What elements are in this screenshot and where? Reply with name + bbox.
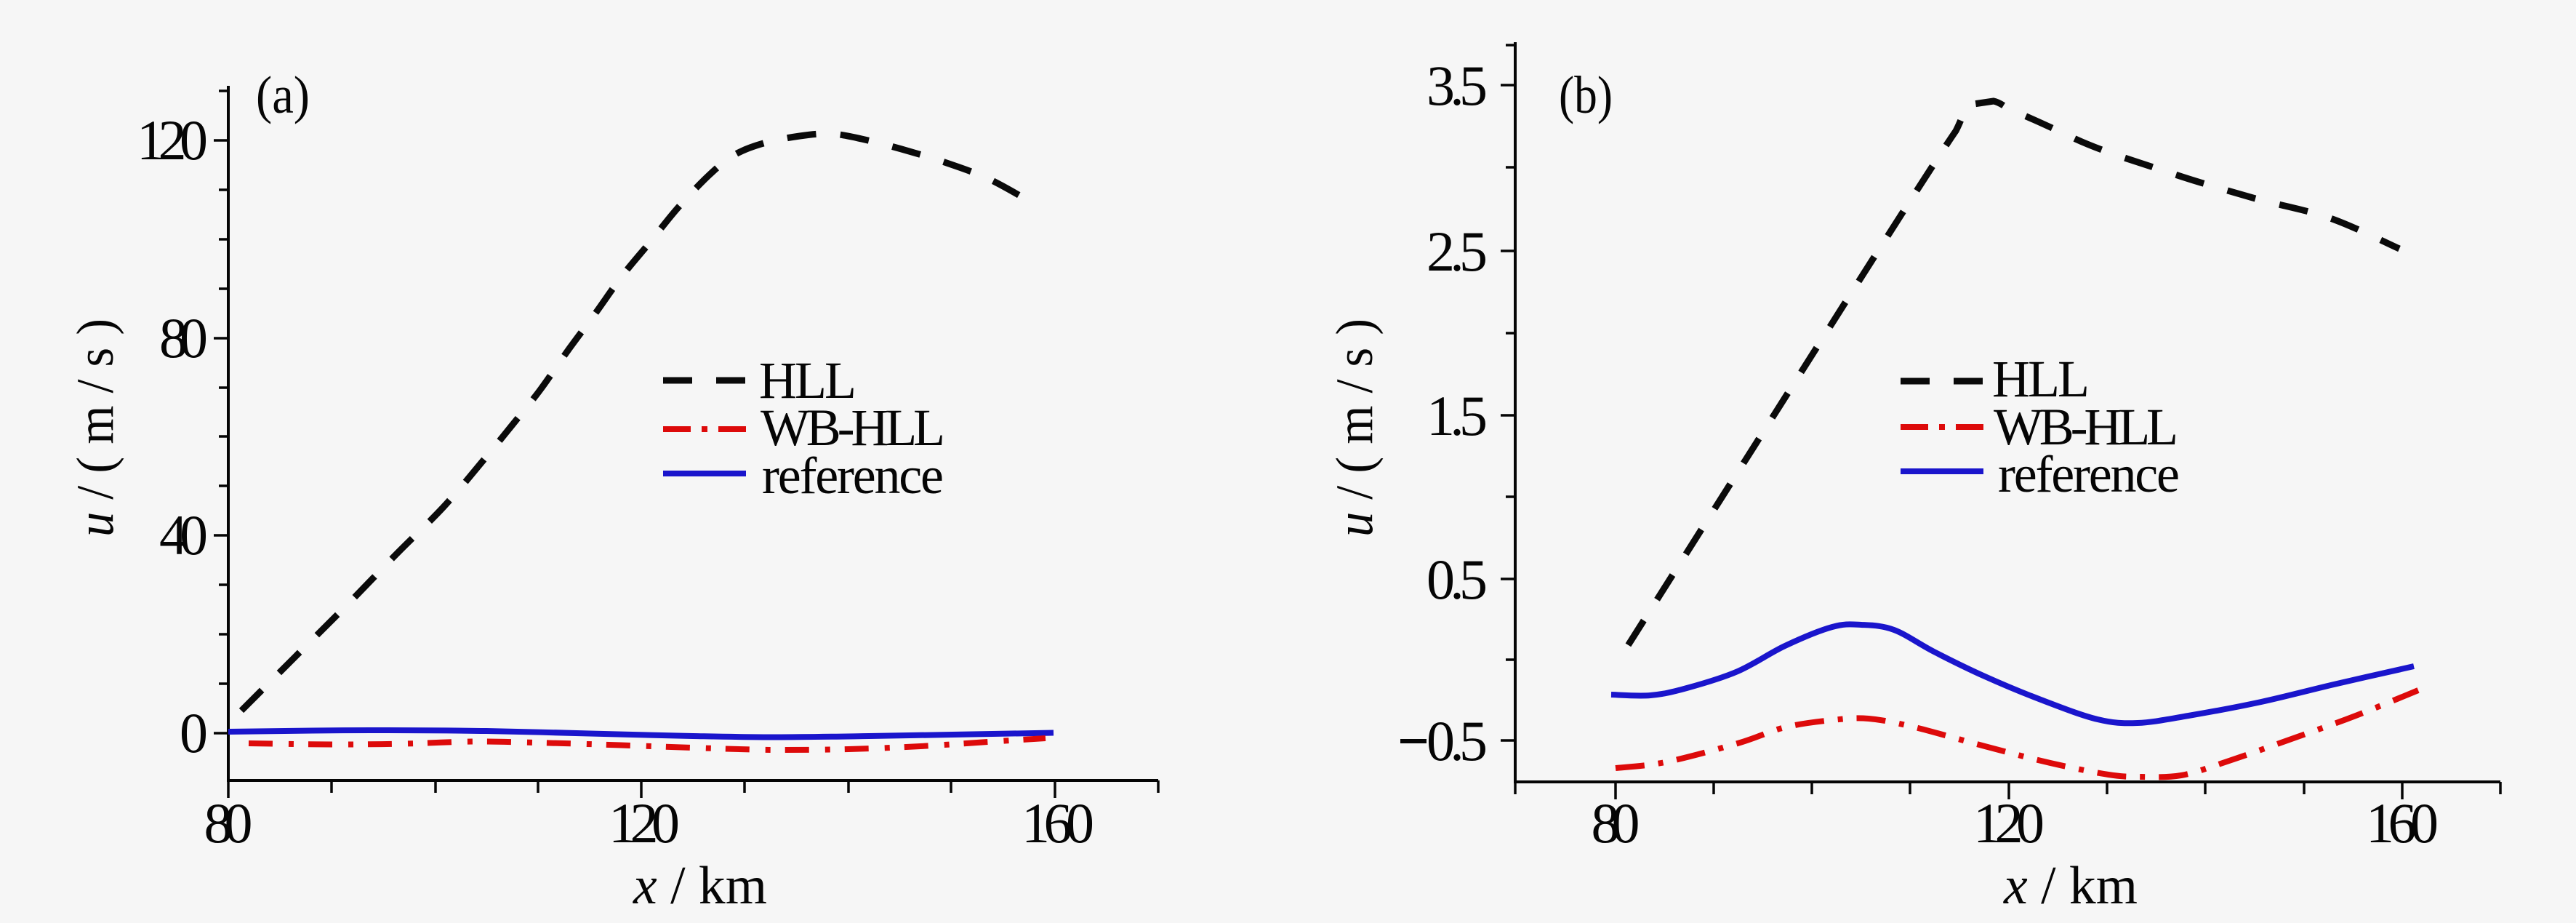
svg-text:HLL: HLL (759, 351, 856, 409)
svg-text:u / ( m / s ): u / ( m / s ) (66, 319, 124, 537)
svg-text:u / ( m / s ): u / ( m / s ) (1325, 319, 1384, 537)
svg-text:HLL: HLL (1992, 350, 2090, 408)
svg-text:WB-HLL: WB-HLL (761, 399, 945, 457)
svg-text:80: 80 (204, 791, 253, 855)
svg-text:x / km: x / km (2003, 856, 2138, 916)
svg-text:reference: reference (762, 447, 944, 505)
svg-text:reference: reference (1998, 445, 2180, 503)
svg-text:1.5: 1.5 (1427, 384, 1488, 447)
svg-text:(b): (b) (1559, 65, 1613, 124)
svg-text:160: 160 (1022, 791, 1094, 855)
svg-text:x / km: x / km (633, 856, 767, 916)
svg-text:3.5: 3.5 (1427, 54, 1488, 117)
svg-text:160: 160 (2366, 791, 2439, 855)
svg-text:(a): (a) (256, 65, 310, 124)
svg-text:80: 80 (159, 306, 208, 369)
svg-text:0.5: 0.5 (1427, 709, 1488, 772)
svg-text:0.5: 0.5 (1427, 548, 1488, 611)
svg-text:2.5: 2.5 (1427, 220, 1488, 283)
svg-text:80: 80 (1592, 791, 1640, 855)
svg-text:120: 120 (609, 791, 680, 855)
svg-text:0: 0 (180, 701, 208, 764)
svg-text:120: 120 (137, 108, 208, 172)
svg-text:40: 40 (159, 503, 208, 567)
svg-text:120: 120 (1973, 791, 2045, 855)
svg-text:WB-HLL: WB-HLL (1994, 398, 2178, 456)
